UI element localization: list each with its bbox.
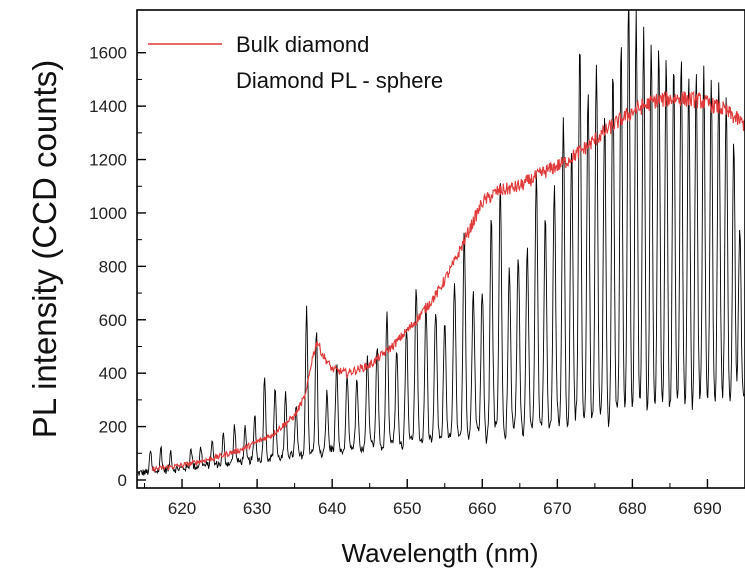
y-tick-label: 1200 (89, 151, 127, 170)
y-axis-label: PL intensity (CCD counts) (26, 60, 63, 438)
x-tick-label: 680 (618, 499, 646, 518)
x-tick-label: 620 (168, 499, 196, 518)
series-line-diamond-pl-sphere (137, 10, 745, 476)
x-axis-label: Wavelength (nm) (342, 538, 539, 568)
series-line-bulk-diamond (151, 90, 745, 473)
y-tick-label: 400 (99, 364, 127, 383)
x-tick-label: 650 (393, 499, 421, 518)
y-tick-label: 600 (99, 311, 127, 330)
y-tick-label: 1000 (89, 204, 127, 223)
x-tick-label: 640 (318, 499, 346, 518)
legend: Bulk diamond Diamond PL - sphere (148, 32, 443, 93)
y-tick-label: 1400 (89, 97, 127, 116)
x-tick-label: 630 (243, 499, 271, 518)
x-tick-label: 660 (468, 499, 496, 518)
x-tick-label: 670 (543, 499, 571, 518)
y-tick-label: 0 (118, 471, 127, 490)
plot-frame (136, 9, 745, 489)
y-tick-label: 1600 (89, 44, 127, 63)
legend-label-bulk-diamond: Bulk diamond (236, 32, 369, 57)
y-tick-label: 800 (99, 257, 127, 276)
x-tick-label: 690 (693, 499, 721, 518)
legend-label-diamond-pl-sphere: Diamond PL - sphere (236, 68, 443, 93)
y-tick-label: 200 (99, 418, 127, 437)
